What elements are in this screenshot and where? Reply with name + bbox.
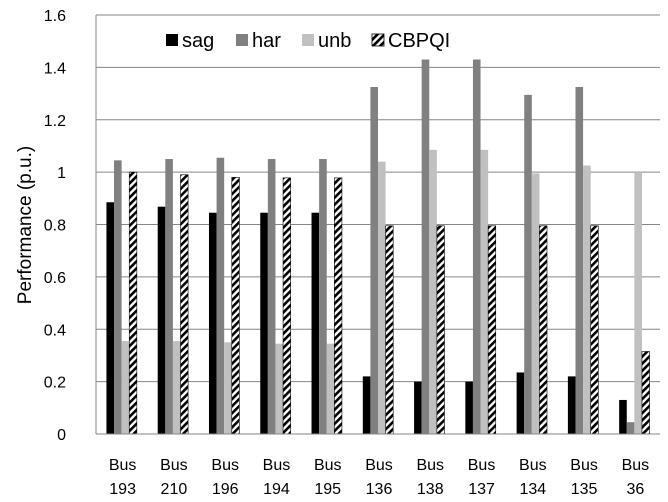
x-tick-label-line2: 138 xyxy=(417,481,444,498)
axes xyxy=(95,15,660,435)
bar-sag-193 xyxy=(106,202,115,434)
x-tick-label-line2: 196 xyxy=(212,481,239,498)
x-tick-label-line2: 195 xyxy=(314,481,341,498)
bar-unb-210 xyxy=(172,341,181,434)
bar-cbpqi-137 xyxy=(487,225,497,435)
x-tick-label-line1: Bus xyxy=(160,457,188,474)
x-tick-label-line1: Bus xyxy=(263,457,291,474)
x-tick-label-line1: Bus xyxy=(109,457,137,474)
bar-cbpqi-194 xyxy=(282,177,291,435)
bar-unb-136 xyxy=(378,161,386,434)
x-tick-label-line2: 193 xyxy=(109,481,136,498)
x-tick-label-line1: Bus xyxy=(211,457,239,474)
legend-swatch-cbpqi xyxy=(371,33,385,47)
x-tick-label-line1: Bus xyxy=(570,457,598,474)
bar-cbpqi-36 xyxy=(641,351,650,435)
bar-cbpqi-195 xyxy=(334,177,343,435)
x-tick-label-line1: Bus xyxy=(416,457,444,474)
legend-swatch-har xyxy=(236,34,248,46)
bar-har-137 xyxy=(472,59,481,435)
bar-unb-193 xyxy=(121,341,130,434)
y-axis-label: Performance (p.u.) xyxy=(15,146,36,304)
bar-sag-134 xyxy=(516,372,525,434)
y-tick-label: 0 xyxy=(57,427,66,444)
bar-har-196 xyxy=(216,157,225,435)
y-tick-label: 0.2 xyxy=(44,375,66,392)
bar-har-210 xyxy=(165,159,173,434)
bar-sag-195 xyxy=(311,212,320,434)
x-tick-label-line1: Bus xyxy=(314,457,342,474)
bar-cbpqi-138 xyxy=(436,225,445,435)
y-tick-label: 0.6 xyxy=(44,270,66,287)
bar-har-194 xyxy=(267,159,276,434)
y-tick-label: 1.6 xyxy=(44,8,66,25)
x-tick-label-line1: Bus xyxy=(519,457,547,474)
bar-har-136 xyxy=(370,87,378,434)
y-tick-label: 1.4 xyxy=(44,60,66,77)
bar-sag-196 xyxy=(208,212,217,434)
x-tick-label-line2: 194 xyxy=(263,481,290,498)
bar-unb-134 xyxy=(531,173,540,434)
x-tick-label-line2: 137 xyxy=(468,481,495,498)
legend-swatch-sag xyxy=(166,34,178,46)
bar-cbpqi-196 xyxy=(231,177,240,435)
bars xyxy=(106,59,650,435)
bar-sag-136 xyxy=(362,376,371,434)
bar-cbpqi-210 xyxy=(180,174,189,435)
bar-har-135 xyxy=(575,87,584,434)
bar-sag-36 xyxy=(619,399,627,434)
bar-unb-194 xyxy=(275,343,284,434)
legend-label-har: har xyxy=(252,30,281,52)
bar-unb-138 xyxy=(429,149,437,434)
legend-label-cbpqi: CBPQI xyxy=(388,30,450,52)
bar-sag-137 xyxy=(465,381,473,434)
bar-unb-36 xyxy=(634,172,642,434)
x-tick-label-line2: 210 xyxy=(161,481,188,498)
x-tick-label-line2: 135 xyxy=(571,481,598,498)
bar-cbpqi-193 xyxy=(128,171,138,435)
x-tick-labels: Bus 193 Bus 210 Bus 196 Bus 194 Bus 195 Bus 136 Bus 1… xyxy=(109,457,649,498)
y-tick-label: 1.2 xyxy=(44,113,66,130)
bar-har-134 xyxy=(524,94,532,434)
bar-cbpqi-135 xyxy=(590,225,599,435)
bar-sag-194 xyxy=(260,212,268,434)
x-tick-label-line2: 136 xyxy=(366,481,393,498)
bar-sag-138 xyxy=(414,381,422,434)
bar-unb-135 xyxy=(583,165,591,434)
legend-label-sag: sag xyxy=(182,30,214,52)
bar-cbpqi-134 xyxy=(539,225,548,435)
x-tick-label-line2: 134 xyxy=(519,481,546,498)
bar-unb-137 xyxy=(480,149,489,434)
x-tick-label-line1: Bus xyxy=(468,457,496,474)
y-tick-label: 0.8 xyxy=(44,218,66,235)
bar-cbpqi-136 xyxy=(385,225,394,435)
y-tick-labels: 0 0.2 0.4 0.6 0.8 1 1.2 1.4 1.6 xyxy=(44,8,66,444)
bar-har-138 xyxy=(421,59,430,435)
legend: sag har unb CBPQI xyxy=(166,30,450,52)
legend-swatch-unb xyxy=(302,34,314,46)
bar-unb-195 xyxy=(326,343,335,434)
bar-har-36 xyxy=(626,422,635,434)
legend-label-unb: unb xyxy=(318,30,351,52)
y-tick-label: 0.4 xyxy=(44,322,66,339)
bar-sag-135 xyxy=(567,376,576,434)
bar-unb-196 xyxy=(224,342,232,434)
y-tick-label: 1 xyxy=(57,165,66,182)
bar-sag-210 xyxy=(157,206,166,434)
bar-har-193 xyxy=(114,160,122,434)
x-tick-label-line1: Bus xyxy=(365,457,393,474)
bar-har-195 xyxy=(319,159,327,434)
x-tick-label-line2: 36 xyxy=(626,481,644,498)
x-tick-label-line1: Bus xyxy=(622,457,650,474)
